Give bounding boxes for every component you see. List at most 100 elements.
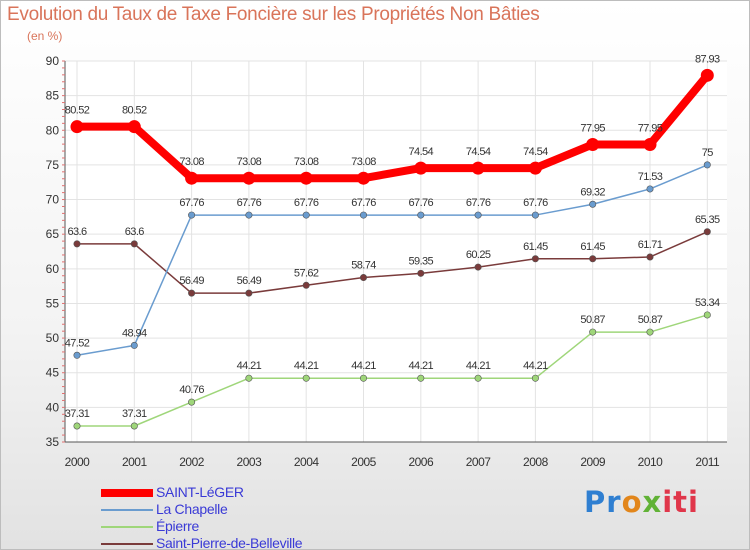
- data-label-saint-pierre-de-belleville-2008: 61.45: [523, 241, 548, 253]
- legend-label-la-chapelle: La Chapelle: [156, 501, 228, 517]
- data-label-la-chapelle-2011: 75: [702, 147, 714, 159]
- x-tick-label-2007: 2007: [466, 455, 492, 469]
- legend-label-saint-leger: SAINT-LéGER: [156, 484, 244, 500]
- y-tick-label-90: 90: [46, 54, 60, 68]
- y-tick-label-35: 35: [46, 435, 60, 449]
- data-label-saint-l-ger-2006: 74.54: [409, 146, 434, 158]
- data-label-saint-pierre-de-belleville-2005: 58.74: [351, 260, 376, 272]
- data-point--pierre-2011: [703, 311, 711, 319]
- data-point-saint-l-ger-2008: [528, 161, 542, 175]
- legend-label-epierre: Épierre: [156, 518, 200, 534]
- data-point-saint-pierre-de-belleville-2006: [417, 269, 425, 277]
- data-label-saint-l-ger-2002: 73.08: [179, 156, 204, 168]
- y-tick-label-50: 50: [46, 331, 60, 345]
- data-label-la-chapelle-2006: 67.76: [409, 197, 434, 209]
- x-tick-label-2008: 2008: [523, 455, 549, 469]
- data-label-saint-l-ger-2007: 74.54: [466, 146, 491, 158]
- data-label-saint-l-ger-2001: 80.52: [122, 105, 147, 117]
- data-point-saint-l-ger-2006: [414, 161, 428, 175]
- data-label--pierre-2006: 44.21: [409, 360, 434, 372]
- data-point-saint-pierre-de-belleville-2011: [703, 228, 711, 236]
- data-label--pierre-2005: 44.21: [351, 360, 376, 372]
- y-tick-label-55: 55: [46, 296, 60, 310]
- data-point-saint-pierre-de-belleville-2002: [188, 289, 196, 297]
- data-point--pierre-2000: [73, 422, 81, 430]
- data-point-la-chapelle-2000: [73, 351, 81, 359]
- data-point-saint-l-ger-2003: [242, 171, 256, 185]
- x-tick-label-2001: 2001: [122, 455, 148, 469]
- y-tick-label-60: 60: [46, 262, 60, 276]
- data-point-saint-pierre-de-belleville-2009: [589, 255, 597, 263]
- data-label--pierre-2011: 53.34: [695, 297, 720, 309]
- data-point-saint-pierre-de-belleville-2000: [73, 240, 81, 248]
- y-tick-label-85: 85: [46, 89, 60, 103]
- data-label-saint-pierre-de-belleville-2006: 59.35: [409, 255, 434, 267]
- x-tick-label-2010: 2010: [638, 455, 664, 469]
- data-point-saint-l-ger-2000: [70, 120, 84, 134]
- data-point-la-chapelle-2011: [703, 161, 711, 169]
- data-label-la-chapelle-2003: 67.76: [237, 197, 262, 209]
- data-label-la-chapelle-2007: 67.76: [466, 197, 491, 209]
- data-point--pierre-2002: [188, 398, 196, 406]
- y-tick-label-75: 75: [46, 158, 60, 172]
- data-point--pierre-2005: [359, 374, 367, 382]
- y-tick-label-40: 40: [46, 400, 60, 414]
- data-point--pierre-2010: [646, 328, 654, 336]
- data-point-saint-l-ger-2007: [471, 161, 485, 175]
- data-label-saint-pierre-de-belleville-2011: 65.35: [695, 214, 720, 226]
- data-point-la-chapelle-2006: [417, 211, 425, 219]
- data-point-la-chapelle-2010: [646, 185, 654, 193]
- data-label-la-chapelle-2001: 48.94: [122, 327, 147, 339]
- data-label-saint-l-ger-2004: 73.08: [294, 156, 319, 168]
- y-tick-label-65: 65: [46, 227, 60, 241]
- legend-item-la-chapelle: La Chapelle: [101, 501, 361, 519]
- legend-label-saint-pierre: Saint-Pierre-de-Belleville: [156, 535, 303, 550]
- data-point-saint-l-ger-2001: [127, 120, 141, 134]
- y-axis-unit: (en %): [27, 29, 63, 43]
- data-label-saint-pierre-de-belleville-2003: 56.49: [237, 275, 262, 287]
- legend-swatch-saint-leger: [101, 489, 153, 497]
- data-label-saint-pierre-de-belleville-2001: 63.6: [125, 226, 144, 238]
- data-label--pierre-2000: 37.31: [65, 408, 90, 420]
- data-label--pierre-2007: 44.21: [466, 360, 491, 372]
- y-tick-label-45: 45: [46, 366, 60, 380]
- x-tick-label-2009: 2009: [580, 455, 606, 469]
- data-point-saint-l-ger-2010: [643, 137, 657, 151]
- legend-item-saint-pierre: Saint-Pierre-de-Belleville: [101, 535, 361, 550]
- data-point-la-chapelle-2001: [130, 341, 138, 349]
- y-tick-label-70: 70: [46, 193, 60, 207]
- data-point-saint-pierre-de-belleville-2004: [302, 281, 310, 289]
- data-label-saint-pierre-de-belleville-2000: 63.6: [67, 226, 86, 238]
- data-label-saint-l-ger-2005: 73.08: [351, 156, 376, 168]
- data-label-la-chapelle-2002: 67.76: [179, 197, 204, 209]
- data-point-la-chapelle-2005: [359, 211, 367, 219]
- data-label-saint-pierre-de-belleville-2004: 57.62: [294, 267, 319, 279]
- data-point-saint-pierre-de-belleville-2007: [474, 263, 482, 271]
- data-label-la-chapelle-2008: 67.76: [523, 197, 548, 209]
- data-label-saint-l-ger-2008: 74.54: [523, 146, 548, 158]
- data-label--pierre-2010: 50.87: [638, 314, 663, 326]
- data-label-saint-pierre-de-belleville-2010: 61.71: [638, 239, 663, 251]
- legend: SAINT-LéGER La Chapelle Épierre Saint-Pi…: [101, 484, 361, 550]
- legend-item-epierre: Épierre: [101, 518, 361, 536]
- legend-item-saint-leger: SAINT-LéGER: [101, 484, 361, 502]
- data-point-saint-l-ger-2005: [357, 171, 370, 185]
- data-point-saint-pierre-de-belleville-2010: [646, 253, 654, 261]
- data-label-saint-l-ger-2003: 73.08: [237, 156, 262, 168]
- data-point-la-chapelle-2007: [474, 211, 482, 219]
- data-point-la-chapelle-2002: [188, 211, 196, 219]
- data-label-saint-l-ger-2010: 77.95: [638, 122, 663, 134]
- data-label--pierre-2001: 37.31: [122, 408, 147, 420]
- data-point-saint-pierre-de-belleville-2008: [531, 255, 539, 263]
- data-label-saint-l-ger-2011: 87.93: [695, 53, 720, 65]
- data-label-la-chapelle-2010: 71.53: [638, 171, 663, 183]
- plot-area: [65, 61, 727, 442]
- data-point-saint-l-ger-2002: [185, 171, 199, 185]
- series-line-la-chapelle: [76, 164, 709, 357]
- x-tick-label-2006: 2006: [408, 455, 434, 469]
- x-tick-label-2005: 2005: [351, 455, 377, 469]
- series-line--pierre: [76, 314, 709, 427]
- data-point-saint-l-ger-2004: [299, 171, 313, 185]
